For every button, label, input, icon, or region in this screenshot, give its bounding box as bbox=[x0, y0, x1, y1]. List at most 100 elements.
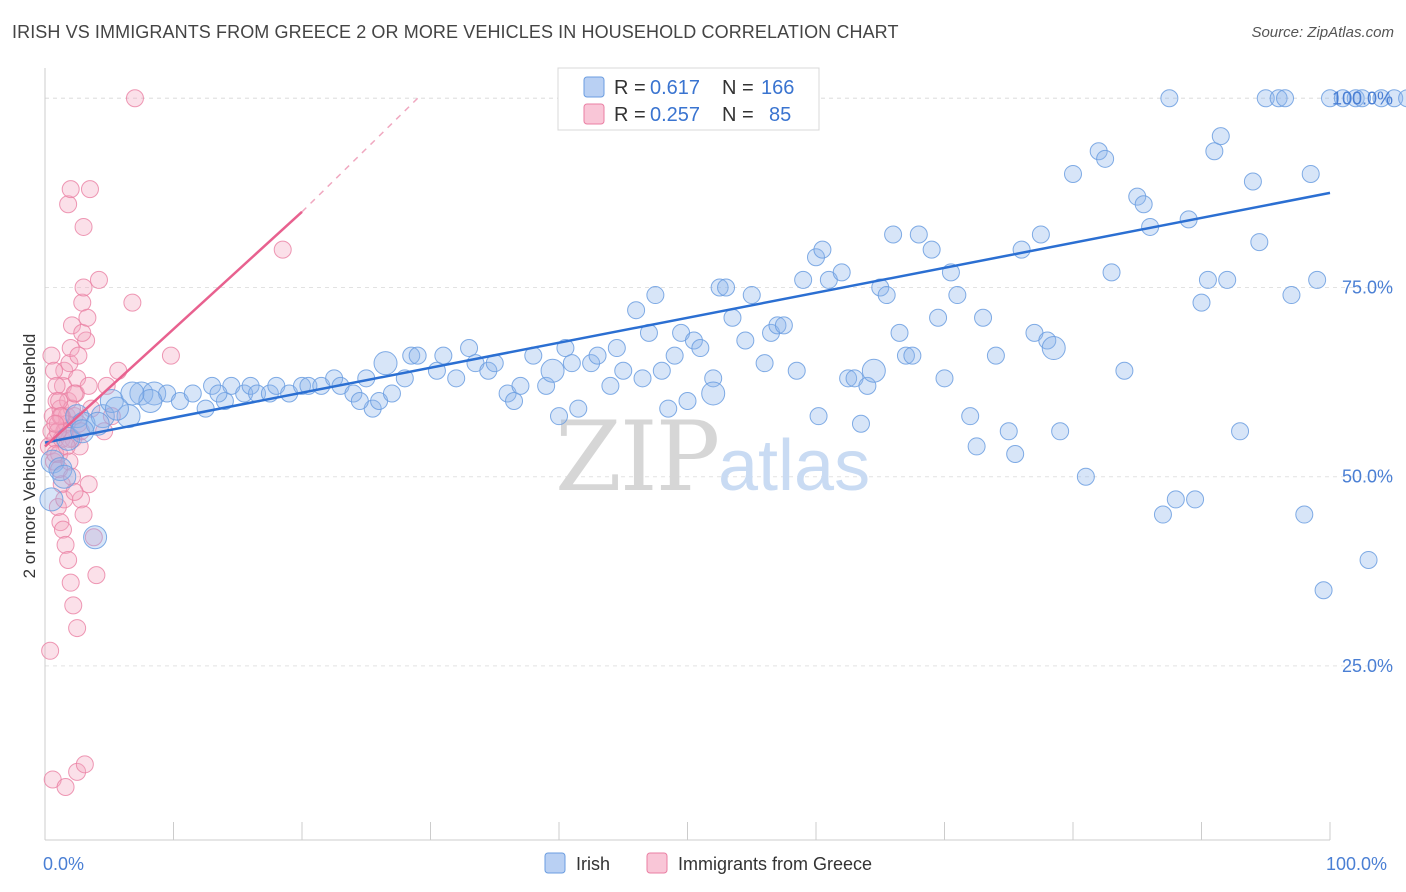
irish-point-151 bbox=[659, 399, 678, 418]
irish-point-164 bbox=[861, 358, 886, 383]
irish-point-37 bbox=[408, 346, 427, 365]
greece-point-33 bbox=[56, 535, 75, 554]
irish-point-149 bbox=[1276, 89, 1295, 108]
irish-point-55 bbox=[601, 376, 620, 395]
legend-r-value-2: 0.257 bbox=[650, 104, 700, 126]
irish-point-114 bbox=[1096, 149, 1115, 168]
irish-point-40 bbox=[447, 369, 466, 388]
greece-point-57 bbox=[109, 361, 128, 380]
greece-point-37 bbox=[68, 619, 87, 638]
irish-point-16 bbox=[203, 376, 222, 395]
greece-point-35 bbox=[61, 573, 80, 592]
irish-point-78 bbox=[787, 361, 806, 380]
greece-trend-extension bbox=[301, 97, 419, 213]
irish-point-94 bbox=[909, 225, 928, 244]
greece-point-50 bbox=[80, 180, 99, 199]
irish-point-121 bbox=[1160, 89, 1179, 108]
irish-point-43 bbox=[479, 361, 498, 380]
source-label: Source: ZipAtlas.com bbox=[1251, 24, 1394, 41]
irish-point-129 bbox=[1218, 270, 1237, 289]
irish-point-19 bbox=[235, 384, 254, 403]
irish-point-150 bbox=[809, 407, 828, 426]
greece-point-46 bbox=[68, 762, 87, 781]
irish-point-2 bbox=[48, 457, 73, 482]
y-tick-label-3: 25.0% bbox=[1342, 656, 1393, 676]
greece-point-71 bbox=[47, 376, 66, 395]
greece-point-17 bbox=[62, 316, 81, 335]
irish-point-59 bbox=[633, 369, 652, 388]
legend-r-value-1: 0.617 bbox=[650, 77, 700, 99]
irish-point-131 bbox=[1243, 172, 1262, 191]
greece-point-55 bbox=[273, 240, 292, 259]
greece-point-31 bbox=[51, 513, 70, 532]
irish-point-93 bbox=[903, 346, 922, 365]
legend-n-label-1: N = bbox=[722, 77, 754, 99]
irish-point-56 bbox=[607, 339, 626, 358]
irish-point-65 bbox=[678, 392, 697, 411]
greece-point-42 bbox=[84, 528, 103, 547]
bottom-legend-greece: Immigrants from Greece bbox=[678, 854, 872, 874]
greece-point-40 bbox=[74, 505, 93, 524]
legend-swatch-irish bbox=[583, 76, 605, 98]
watermark-zip: ZIP bbox=[555, 401, 718, 513]
irish-point-147 bbox=[1398, 89, 1406, 108]
irish-point-108 bbox=[1031, 225, 1050, 244]
irish-point-30 bbox=[344, 384, 363, 403]
watermark: ZIP atlas bbox=[555, 401, 870, 513]
greece-point-68 bbox=[65, 384, 84, 403]
irish-point-105 bbox=[1006, 445, 1025, 463]
bottom-legend: Irish Immigrants from Greece bbox=[544, 852, 872, 874]
irish-point-25 bbox=[293, 376, 311, 395]
irish-point-100 bbox=[961, 407, 980, 426]
bottom-legend-irish: Irish bbox=[576, 854, 610, 874]
irish-point-102 bbox=[974, 308, 993, 327]
irish-point-62 bbox=[652, 361, 671, 380]
stats-legend: R = 0.617 N = 166 R = 0.257 N = 85 bbox=[557, 67, 820, 131]
irish-point-110 bbox=[1051, 422, 1070, 441]
greece-point-45 bbox=[56, 778, 75, 797]
greece-point-69 bbox=[42, 346, 61, 365]
irish-point-112 bbox=[1076, 467, 1095, 486]
irish-point-118 bbox=[1134, 195, 1153, 214]
irish-point-143 bbox=[1353, 89, 1372, 108]
irish-point-46 bbox=[511, 376, 530, 395]
irish-point-154 bbox=[209, 384, 228, 403]
greece-point-64 bbox=[55, 490, 74, 509]
irish-point-17 bbox=[215, 392, 234, 411]
irish-point-58 bbox=[627, 301, 646, 320]
legend-n-label-2: N = bbox=[722, 104, 754, 126]
irish-point-41 bbox=[460, 339, 479, 358]
y-tick-labels: 100.0% 75.0% 50.0% 25.0% bbox=[1332, 88, 1393, 676]
greece-point-43 bbox=[87, 566, 106, 585]
irish-point-54 bbox=[588, 346, 607, 365]
irish-point-79 bbox=[794, 270, 813, 289]
irish-point-61 bbox=[646, 286, 665, 305]
irish-point-95 bbox=[922, 240, 941, 259]
irish-point-115 bbox=[1102, 263, 1121, 282]
trend-lines bbox=[44, 97, 1331, 448]
irish-point-159 bbox=[70, 419, 95, 444]
irish-point-49 bbox=[550, 407, 568, 426]
greece-point-16 bbox=[61, 339, 80, 358]
irish-point-141 bbox=[1333, 89, 1352, 108]
irish-point-91 bbox=[890, 323, 909, 342]
greece-trend-line bbox=[44, 210, 303, 448]
irish-point-81 bbox=[813, 240, 832, 259]
greece-point-51 bbox=[74, 217, 93, 236]
greece-point-36 bbox=[64, 596, 83, 615]
irish-point-83 bbox=[832, 263, 851, 282]
irish-point-20 bbox=[241, 376, 260, 395]
irish-point-126 bbox=[1198, 270, 1217, 289]
irish-point-11 bbox=[142, 381, 167, 406]
irish-point-153 bbox=[350, 392, 369, 411]
irish-point-120 bbox=[1153, 505, 1172, 524]
irish-point-50 bbox=[556, 339, 575, 358]
greece-point-34 bbox=[59, 550, 78, 569]
greece-point-47 bbox=[75, 755, 94, 774]
greece-point-48 bbox=[59, 195, 78, 214]
y-tick-label-0: 100.0% bbox=[1332, 88, 1393, 108]
x-tick-min: 0.0% bbox=[43, 854, 84, 874]
irish-point-69 bbox=[710, 278, 729, 297]
x-tick-max: 100.0% bbox=[1326, 854, 1387, 874]
greece-point-84 bbox=[46, 414, 65, 433]
